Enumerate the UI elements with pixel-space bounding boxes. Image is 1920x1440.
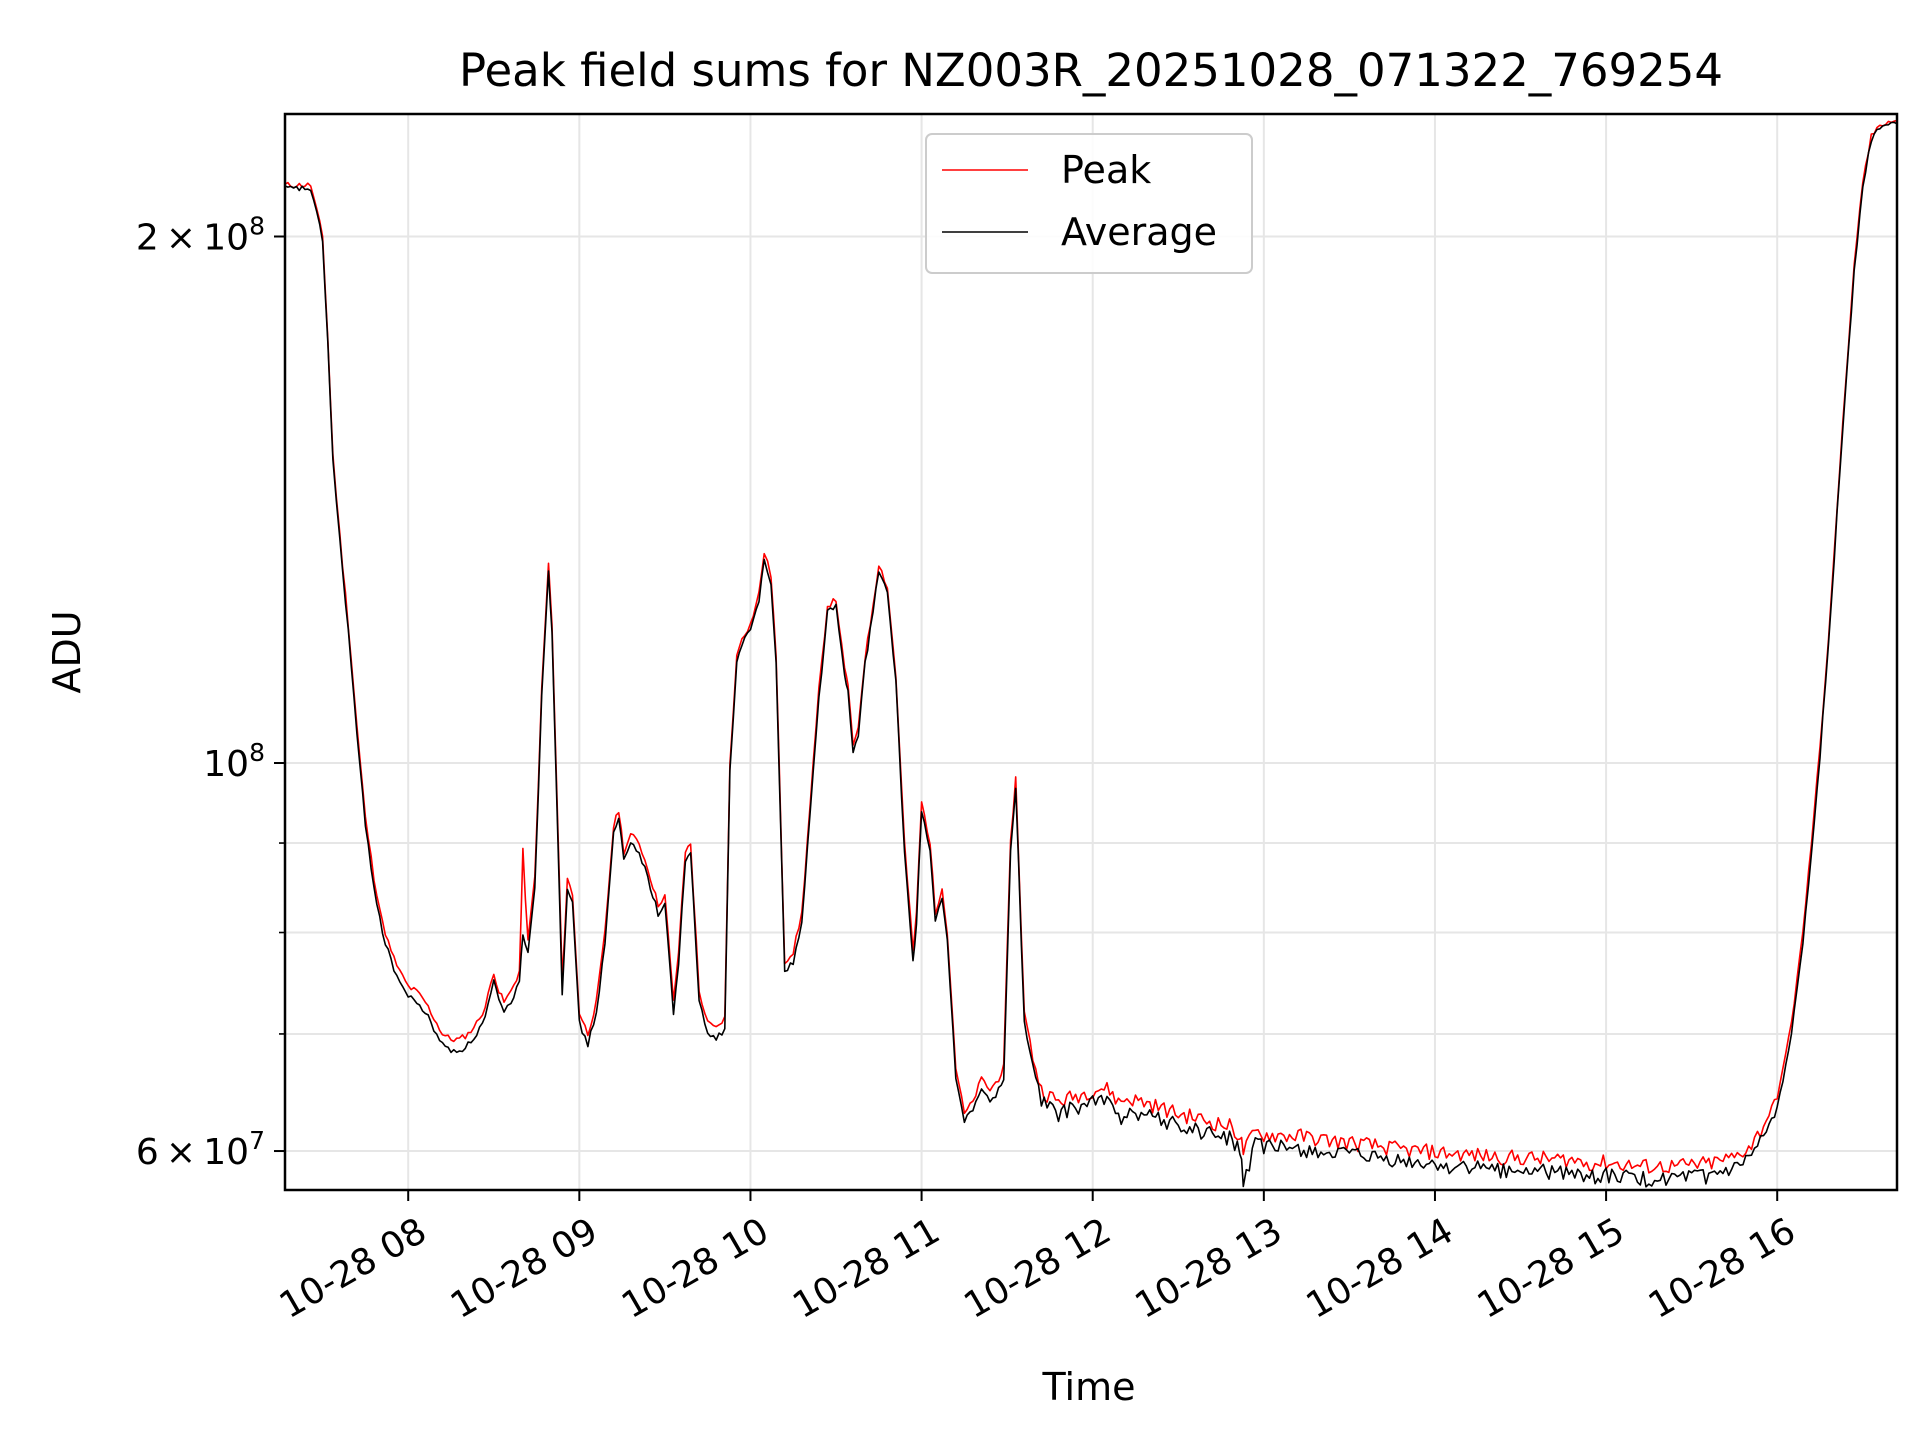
y-tick-label: 6 × 107 [136, 1126, 265, 1173]
grid-lines [285, 114, 1897, 1190]
x-axis-label: Time [1042, 1365, 1136, 1409]
y-tick-label: 2 × 108 [136, 211, 265, 258]
series-group [284, 119, 1898, 1188]
chart-title: Peak field sums for NZ003R_20251028_0713… [459, 44, 1723, 97]
y-axis-label: ADU [45, 610, 89, 693]
series-line-average [284, 121, 1898, 1188]
plot-frame [283, 112, 1899, 1192]
legend: Peak Average [925, 133, 1253, 274]
legend-box [925, 133, 1253, 274]
legend-average-label: Average [1061, 210, 1217, 254]
legend-peak-label: Peak [1061, 148, 1151, 192]
y-tick-label: 108 [203, 738, 265, 785]
